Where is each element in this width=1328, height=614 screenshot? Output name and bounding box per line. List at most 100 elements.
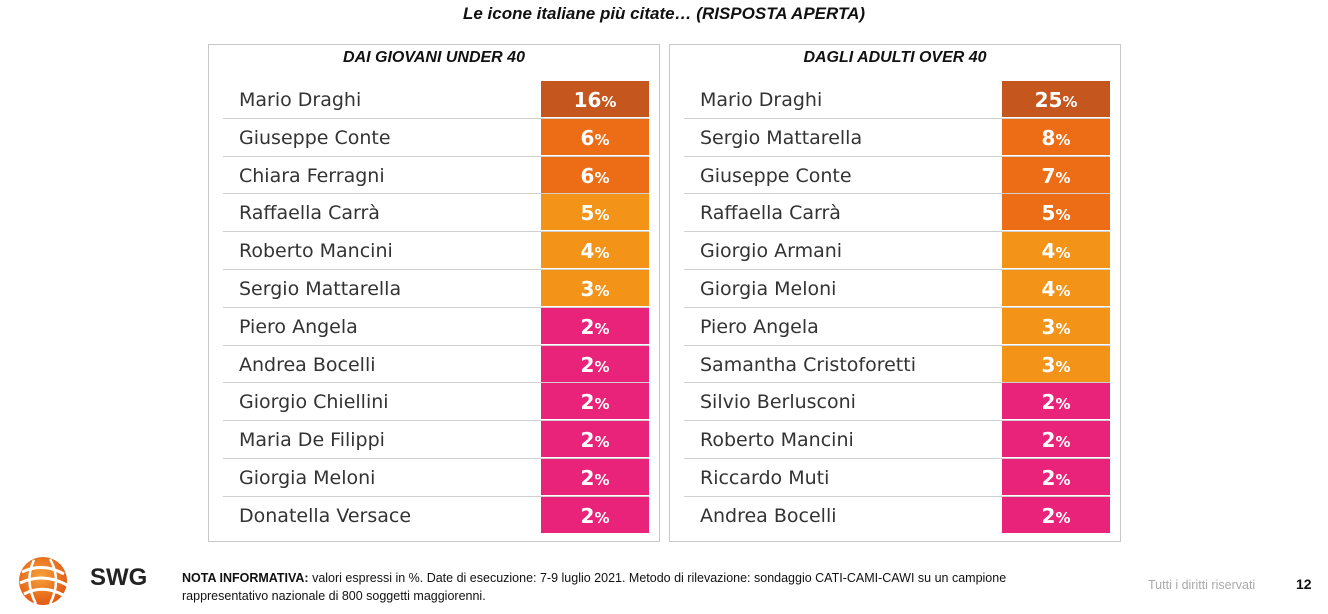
percentage-cell: 4% bbox=[1002, 232, 1110, 269]
table-row: Andrea Bocelli 2% bbox=[223, 345, 649, 384]
percentage-value: 4 bbox=[1041, 276, 1056, 301]
percentage-value: 2 bbox=[580, 314, 595, 339]
note-text: valori espressi in %. Date di esecuzione… bbox=[182, 571, 1007, 603]
table-row: Roberto Mancini 4% bbox=[223, 232, 649, 270]
percentage-cell: 6% bbox=[541, 156, 649, 193]
over-40-header: DAGLI ADULTI OVER 40 bbox=[803, 49, 987, 66]
icon-name: Giorgia Meloni bbox=[239, 466, 376, 489]
icon-name: Riccardo Muti bbox=[700, 466, 830, 489]
percent-sign: % bbox=[594, 508, 610, 527]
percentage-cell: 5% bbox=[1002, 194, 1110, 231]
icon-name: Andrea Bocelli bbox=[239, 353, 376, 376]
table-row: Giorgio Chiellini 2% bbox=[223, 383, 649, 421]
percentage-cell: 2% bbox=[541, 307, 649, 344]
percentage-cell: 3% bbox=[541, 269, 649, 306]
icon-name: Roberto Mancini bbox=[700, 429, 854, 452]
percentage-value: 2 bbox=[1041, 465, 1056, 490]
percent-sign: % bbox=[594, 281, 610, 300]
percent-sign: % bbox=[594, 130, 610, 149]
percentage-cell: 5% bbox=[541, 194, 649, 231]
percentage-value: 4 bbox=[580, 239, 595, 264]
percentage-value: 6 bbox=[580, 125, 595, 150]
logo-text: SWG bbox=[90, 564, 148, 591]
percentage-value: 2 bbox=[1041, 390, 1056, 415]
icon-name: Sergio Mattarella bbox=[239, 277, 402, 300]
percentage-cell: 6% bbox=[541, 118, 649, 155]
table-row: Riccardo Muti 2% bbox=[684, 458, 1110, 497]
percentage-value: 2 bbox=[1041, 503, 1056, 528]
table-row: Donatella Versace 2% bbox=[223, 496, 649, 535]
percentage-cell: 7% bbox=[1002, 156, 1110, 193]
percentage-cell: 16% bbox=[541, 81, 649, 117]
percentage-cell: 2% bbox=[541, 496, 649, 533]
table-row: Giuseppe Conte 7% bbox=[684, 156, 1110, 195]
icon-name: Donatella Versace bbox=[239, 504, 412, 527]
icon-name: Mario Draghi bbox=[700, 89, 823, 111]
table-row: Mario Draghi 16% bbox=[223, 81, 649, 119]
table-row: Samantha Cristoforetti 3% bbox=[684, 345, 1110, 384]
percent-sign: % bbox=[594, 206, 610, 225]
icon-name: Samantha Cristoforetti bbox=[700, 353, 916, 376]
percentage-cell: 25% bbox=[1002, 81, 1110, 117]
percent-sign: % bbox=[594, 470, 610, 489]
over-40-panel: DAGLI ADULTI OVER 40 Mario Draghi 25% Serg… bbox=[669, 44, 1121, 542]
icon-name: Roberto Mancini bbox=[239, 240, 393, 263]
icon-name: Chiara Ferragni bbox=[239, 164, 385, 187]
swg-globe-icon bbox=[19, 557, 68, 605]
slide-title: Le icone italiane più citate… (RISPOSTA … bbox=[462, 4, 866, 23]
table-row: Andrea Bocelli 2% bbox=[684, 496, 1110, 535]
icon-name: Piero Angela bbox=[239, 315, 358, 338]
percentage-value: 5 bbox=[580, 201, 595, 226]
percent-sign: % bbox=[1055, 357, 1071, 376]
icon-name: Giorgio Armani bbox=[700, 240, 843, 263]
percentage-value: 5 bbox=[1041, 201, 1056, 226]
percent-sign: % bbox=[594, 244, 610, 263]
icon-name: Andrea Bocelli bbox=[700, 504, 837, 527]
percent-sign: % bbox=[1055, 319, 1071, 338]
swg-logo: SWG bbox=[10, 552, 160, 608]
percentage-cell: 2% bbox=[1002, 458, 1110, 495]
table-row: Chiara Ferragni 6% bbox=[223, 156, 649, 195]
percent-sign: % bbox=[594, 357, 610, 376]
percentage-cell: 2% bbox=[1002, 421, 1110, 458]
percentage-value: 8 bbox=[1041, 125, 1056, 150]
percentage-value: 3 bbox=[580, 276, 595, 301]
table-row: Sergio Mattarella 3% bbox=[223, 269, 649, 308]
percentage-cell: 3% bbox=[1002, 307, 1110, 344]
percent-sign: % bbox=[1055, 470, 1071, 489]
percentage-cell: 4% bbox=[1002, 269, 1110, 306]
icon-name: Raffaella Carrà bbox=[700, 202, 841, 225]
table-row: Silvio Berlusconi 2% bbox=[684, 383, 1110, 421]
rights-text: Tutti i diritti riservati bbox=[1148, 578, 1256, 592]
percentage-cell: 4% bbox=[541, 232, 649, 269]
percentage-cell: 2% bbox=[541, 458, 649, 495]
table-row: Piero Angela 2% bbox=[223, 307, 649, 346]
percent-sign: % bbox=[601, 93, 617, 111]
percent-sign: % bbox=[1055, 508, 1071, 527]
percent-sign: % bbox=[594, 433, 610, 452]
percentage-value: 2 bbox=[580, 428, 595, 453]
percentage-value: 2 bbox=[580, 503, 595, 528]
percentage-value: 7 bbox=[1041, 163, 1056, 188]
icon-name: Piero Angela bbox=[700, 315, 819, 338]
percentage-value: 2 bbox=[580, 390, 595, 415]
percentage-cell: 2% bbox=[1002, 496, 1110, 533]
percent-sign: % bbox=[1055, 395, 1071, 414]
percent-sign: % bbox=[594, 168, 610, 187]
under-40-panel: DAI GIOVANI UNDER 40 Mario Draghi 16% Gius… bbox=[208, 44, 660, 542]
icon-name: Silvio Berlusconi bbox=[700, 391, 856, 414]
percentage-value: 2 bbox=[580, 465, 595, 490]
icon-name: Giuseppe Conte bbox=[239, 126, 391, 149]
under-40-rows: Mario Draghi 16% Giuseppe Conte 6% Chiara Fe… bbox=[223, 81, 649, 535]
table-row: Sergio Mattarella 8% bbox=[684, 118, 1110, 157]
over-40-rows: Mario Draghi 25% Sergio Mattarella 8% Giusep… bbox=[684, 81, 1110, 535]
icon-name: Giuseppe Conte bbox=[700, 164, 852, 187]
percent-sign: % bbox=[1055, 281, 1071, 300]
percentage-value: 16 bbox=[573, 88, 602, 112]
percentage-value: 4 bbox=[1041, 239, 1056, 264]
percentage-cell: 2% bbox=[541, 421, 649, 458]
percentage-cell: 3% bbox=[1002, 345, 1110, 382]
icon-name: Sergio Mattarella bbox=[700, 126, 863, 149]
icon-name: Giorgia Meloni bbox=[700, 277, 837, 300]
table-row: Piero Angela 3% bbox=[684, 307, 1110, 346]
